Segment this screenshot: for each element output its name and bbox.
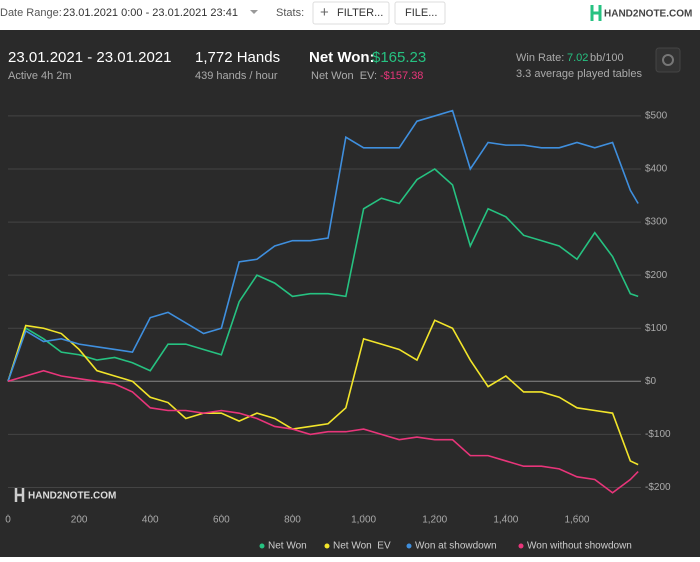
net-won: $165.23 (372, 49, 426, 66)
y-tick-label: -$100 (645, 429, 671, 440)
y-tick-label: $0 (645, 376, 657, 387)
watermark: HAND2NOTE.COM (28, 491, 116, 502)
x-tick-label: 400 (142, 515, 159, 526)
legend-swatch (324, 543, 330, 549)
stats-label: Stats: (276, 7, 304, 19)
y-tick-label: $100 (645, 323, 668, 334)
x-tick-label: 0 (5, 515, 11, 526)
x-tick-label: 800 (284, 515, 301, 526)
series-line (7, 369, 639, 494)
gear-icon (662, 54, 674, 66)
net-won-ev-label: Net Won EV: (311, 70, 377, 82)
legend-swatch (406, 543, 412, 549)
panel (0, 30, 700, 557)
plus-icon: + (320, 4, 329, 21)
legend-swatch (518, 543, 524, 549)
series-line (7, 319, 639, 466)
period: 23.01.2021 - 23.01.2021 (8, 49, 171, 66)
win-rate-label: Win Rate: (516, 52, 564, 64)
series-line (7, 109, 639, 382)
filter-button[interactable] (312, 1, 390, 25)
y-tick-label: $200 (645, 270, 668, 281)
net-won-ev: -$157.38 (380, 70, 423, 82)
hands: 1,772 Hands (195, 49, 280, 66)
x-tick-label: 200 (71, 515, 88, 526)
brand: HAND2NOTE.COM (604, 9, 692, 20)
date-range[interactable]: 23.01.2021 0:00 - 23.01.2021 23:41 (63, 7, 238, 19)
watermark-logo (14, 488, 25, 502)
date-range-label: Date Range: (0, 7, 62, 19)
x-tick-label: 1,200 (422, 515, 447, 526)
y-tick-label: -$200 (645, 482, 671, 493)
net-won-label: Net Won: (309, 49, 375, 66)
x-tick-label: 1,600 (564, 515, 589, 526)
legend-label: Net Won (268, 541, 307, 552)
win-rate-unit: bb/100 (590, 52, 624, 64)
tables: 3.3 average played tables (516, 68, 642, 80)
legend-label: Won without showdown (527, 541, 632, 552)
legend-label: Won at showdown (415, 541, 497, 552)
active: Active 4h 2m (8, 70, 72, 82)
file-button[interactable] (394, 1, 446, 25)
win-rate: 7.02 (567, 52, 588, 64)
legend-swatch (259, 543, 265, 549)
settings-button[interactable] (655, 47, 681, 73)
filter-label: FILTER... (337, 7, 383, 19)
brand-logo (590, 5, 602, 21)
y-tick-label: $500 (645, 111, 668, 122)
x-tick-label: 600 (213, 515, 230, 526)
x-tick-label: 1,000 (351, 515, 376, 526)
dropdown-arrow[interactable] (250, 10, 258, 14)
legend-label: Net Won EV (333, 541, 391, 552)
hands-rate: 439 hands / hour (195, 70, 278, 82)
y-tick-label: $400 (645, 164, 668, 175)
series-line (7, 168, 639, 382)
x-tick-label: 1,400 (493, 515, 518, 526)
file-label: FILE... (405, 7, 437, 19)
y-tick-label: $300 (645, 217, 668, 228)
